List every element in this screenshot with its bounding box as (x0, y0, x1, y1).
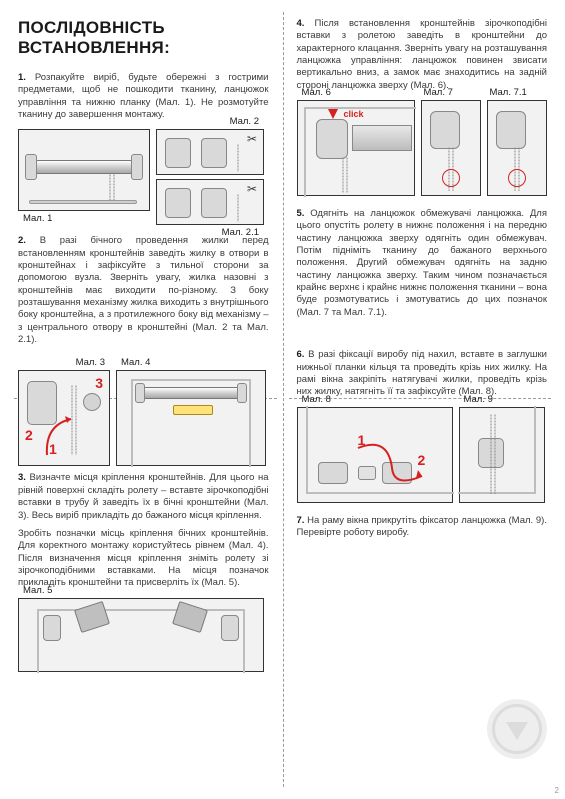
step-7-text: 7. На раму вікна прикрутіть фіксатор лан… (297, 515, 548, 540)
step-2-num: 2. (18, 235, 26, 246)
figure-row-3: Мал. 5 (18, 598, 269, 672)
figure-5-label: Мал. 5 (23, 585, 52, 596)
right-column: 4. Після встановлення кронштейнів зірочк… (283, 0, 565, 799)
red-circle-icon-2 (508, 169, 526, 187)
figure-4-label: Мал. 4 (121, 357, 150, 368)
click-label: click (344, 109, 364, 119)
figure-9: Мал. 9 (459, 407, 545, 503)
step-1-num: 1. (18, 72, 26, 83)
figure-row-1: Мал. 1 Мал. 2 ✂ Мал. 2.1 (18, 129, 269, 211)
red-arrow-icon (328, 109, 338, 119)
scissors-icon-2: ✂ (247, 182, 257, 196)
scissors-icon: ✂ (247, 132, 257, 146)
step-2-text: 2. В разі бічного проведення жилки перед… (18, 235, 269, 346)
figure-1-label: Мал. 1 (23, 213, 52, 224)
figure-7-label: Мал. 7 (424, 87, 453, 98)
red-3: 3 (95, 375, 103, 391)
step-4-body: Після встановлення кронштейнів зірочкопо… (297, 18, 548, 91)
step-1-text: 1. Розпакуйте виріб, будьте обережні з г… (18, 72, 269, 121)
figure-row-2: Мал. 3 1 2 3 Мал. 4 (18, 370, 269, 466)
step-1-body: Розпакуйте виріб, будьте обережні з гост… (18, 72, 269, 120)
step-5-body: Одягніть на ланцюжок обмежувачі ланцюжка… (297, 208, 548, 318)
figure-row-5: Мал. 8 1 2 Мал. 9 (297, 407, 548, 503)
watermark-icon (487, 699, 547, 759)
figure-9-label: Мал. 9 (464, 394, 493, 405)
page-number: 2 (555, 786, 559, 795)
step-5-text: 5. Одягніть на ланцюжок обмежувачі ланцю… (297, 208, 548, 319)
figure-row-4: Мал. 6 click Мал. 7 Мал. 7.1 (297, 100, 548, 196)
step-3-text-a: 3. Визначте місця кріплення кронштейнів.… (18, 472, 269, 521)
figure-2: Мал. 2 ✂ (156, 129, 264, 175)
figure-7-1: Мал. 7.1 (487, 100, 547, 196)
figure-8-label: Мал. 8 (302, 394, 331, 405)
step-2-body: В разі бічного проведення жилки перед вс… (18, 235, 269, 345)
red-2: 2 (25, 427, 33, 443)
red-circle-icon (442, 169, 460, 187)
figure-3: Мал. 3 1 2 3 (18, 370, 110, 466)
figure-2-1: Мал. 2.1 ✂ (156, 179, 264, 225)
figure-2-label: Мал. 2 (230, 116, 259, 127)
step-4-text: 4. Після встановлення кронштейнів зірочк… (297, 18, 548, 92)
figure-7-1-label: Мал. 7.1 (490, 87, 527, 98)
page-title: ПОСЛІДОВНІСТЬ ВСТАНОВЛЕННЯ: (18, 18, 269, 58)
figure-3-label: Мал. 3 (76, 357, 105, 368)
step-7-body: На раму вікна прикрутіть фіксатор ланцюж… (297, 515, 548, 538)
figure-5: Мал. 5 (18, 598, 264, 672)
step-3-text-b: Зробіть позначки місць кріплення бічних … (18, 528, 269, 590)
figure-4: Мал. 4 (116, 370, 266, 466)
figure-6: Мал. 6 click (297, 100, 415, 196)
figure-2-1-label: Мал. 2.1 (222, 227, 259, 238)
step-3-num: 3. (18, 472, 26, 483)
step-3-body-a: Визначте місця кріплення кронштейнів. Дл… (18, 472, 269, 520)
figure-7: Мал. 7 (421, 100, 481, 196)
step-6-text: 6. В разі фіксації виробу під нахил, вст… (297, 349, 548, 398)
left-column: ПОСЛІДОВНІСТЬ ВСТАНОВЛЕННЯ: 1. Розпакуйт… (0, 0, 283, 799)
step-6-body: В разі фіксації виробу під нахил, вставт… (297, 349, 548, 397)
figure-6-label: Мал. 6 (302, 87, 331, 98)
figure-8: Мал. 8 1 2 (297, 407, 453, 503)
figure-1: Мал. 1 (18, 129, 150, 211)
